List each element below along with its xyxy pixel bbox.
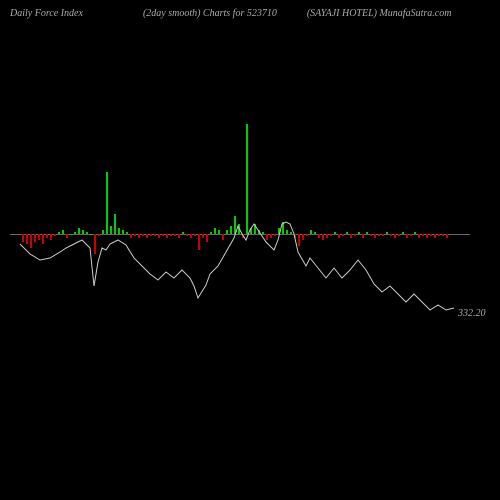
title-left: Daily Force Index (10, 8, 83, 19)
price-polyline (20, 222, 454, 310)
price-line (10, 30, 470, 480)
title-mid: (2day smooth) Charts for 523710 (143, 8, 277, 19)
force-index-chart: 332.20 (10, 30, 470, 480)
title-right: (SAYAJI HOTEL) MunafaSutra.com (307, 8, 452, 19)
price-label: 332.20 (458, 308, 486, 319)
chart-header: Daily Force Index (2day smooth) Charts f… (0, 8, 500, 19)
